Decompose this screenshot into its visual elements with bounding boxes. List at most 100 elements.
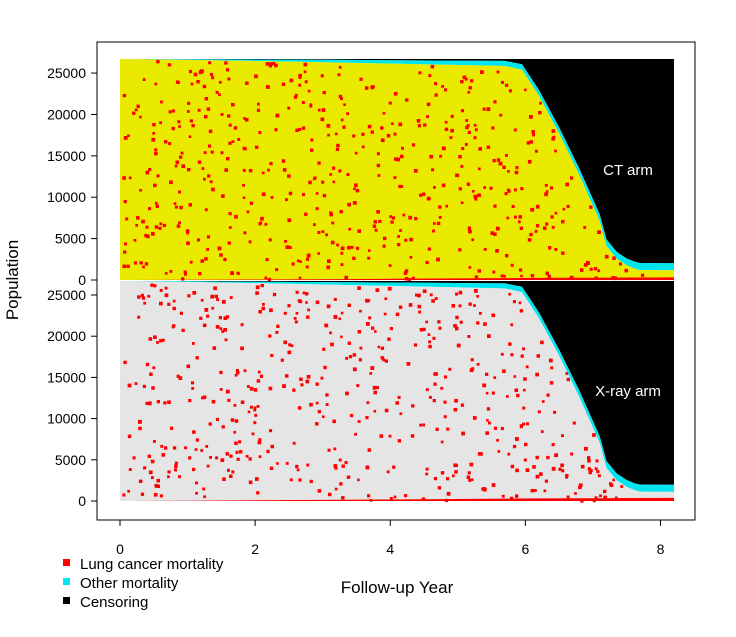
lung-cancer-death-marker <box>467 471 471 475</box>
lung-cancer-death-marker <box>203 495 206 499</box>
lung-cancer-death-marker <box>324 323 328 328</box>
lung-cancer-death-marker <box>256 108 261 112</box>
lung-cancer-death-marker <box>152 123 156 127</box>
lung-cancer-death-marker <box>523 377 527 381</box>
lung-cancer-death-marker <box>219 253 223 257</box>
lung-cancer-death-marker <box>368 316 372 320</box>
lung-cancer-death-marker <box>346 173 350 177</box>
lung-cancer-death-marker <box>468 86 472 90</box>
lung-cancer-death-marker <box>287 350 292 355</box>
lung-cancer-death-marker <box>216 298 219 301</box>
lung-cancer-death-marker <box>352 201 357 205</box>
lung-cancer-death-marker <box>230 271 234 275</box>
legend-swatch-lung-cancer <box>63 559 70 566</box>
lung-cancer-death-marker <box>532 133 535 137</box>
lung-cancer-death-marker <box>125 217 129 221</box>
lung-cancer-death-marker <box>315 422 319 426</box>
lung-cancer-death-marker <box>538 110 542 115</box>
lung-cancer-death-marker <box>249 405 253 409</box>
lung-cancer-death-marker <box>543 226 547 230</box>
lung-cancer-death-marker <box>460 201 464 205</box>
lung-cancer-death-marker <box>472 190 475 193</box>
lung-cancer-death-marker <box>347 245 351 250</box>
lung-cancer-death-marker <box>459 320 463 324</box>
lung-cancer-death-marker <box>480 70 484 74</box>
lung-cancer-death-marker <box>280 358 284 362</box>
lung-cancer-death-marker <box>496 158 501 162</box>
lung-cancer-death-marker <box>501 494 505 498</box>
lung-cancer-death-marker <box>422 289 427 294</box>
lung-cancer-death-marker <box>338 94 343 99</box>
lung-cancer-death-marker <box>305 292 309 296</box>
lung-cancer-death-marker <box>346 112 349 116</box>
lung-cancer-death-marker <box>498 161 503 166</box>
lung-cancer-death-marker <box>595 459 599 463</box>
lung-cancer-death-marker <box>315 401 319 405</box>
lung-cancer-death-marker <box>256 379 261 383</box>
lung-cancer-death-marker <box>240 323 244 327</box>
lung-cancer-death-marker <box>428 74 432 78</box>
lung-cancer-death-marker <box>446 477 450 481</box>
lung-cancer-death-marker <box>522 422 526 426</box>
lung-cancer-death-marker <box>373 220 377 224</box>
lung-cancer-death-marker <box>410 434 415 438</box>
lung-cancer-death-marker <box>603 489 607 494</box>
lung-cancer-death-marker <box>478 147 482 151</box>
lung-cancer-death-marker <box>192 342 195 345</box>
lung-cancer-death-marker <box>566 495 570 499</box>
lung-cancer-death-marker <box>244 147 247 151</box>
lung-cancer-death-marker <box>369 372 373 375</box>
lung-cancer-death-marker <box>347 341 351 345</box>
lung-cancer-death-marker <box>570 176 574 180</box>
legend-swatch-other-mortality <box>63 578 70 585</box>
lung-cancer-death-marker <box>505 254 509 258</box>
lung-cancer-death-marker <box>305 379 310 384</box>
lung-cancer-death-marker <box>221 425 225 429</box>
lung-cancer-death-marker <box>248 240 252 244</box>
lung-cancer-death-marker <box>340 335 343 339</box>
lung-cancer-death-marker <box>138 419 142 424</box>
lung-cancer-death-marker <box>468 302 472 306</box>
lung-cancer-death-marker <box>426 196 431 201</box>
lung-cancer-mortality-area <box>120 497 674 501</box>
lung-cancer-death-marker <box>224 338 228 342</box>
lung-cancer-death-marker <box>357 330 362 334</box>
lung-cancer-death-marker <box>219 388 223 391</box>
lung-cancer-death-marker <box>210 294 215 299</box>
lung-cancer-death-marker <box>384 408 389 413</box>
lung-cancer-death-marker <box>179 311 183 315</box>
lung-cancer-death-marker <box>122 493 126 497</box>
lung-cancer-death-marker <box>268 64 272 68</box>
lung-cancer-death-marker <box>395 401 399 405</box>
lung-cancer-death-marker <box>296 468 300 472</box>
lung-cancer-death-marker <box>201 167 205 170</box>
lung-cancer-death-marker <box>550 215 554 219</box>
lung-cancer-death-marker <box>211 399 216 404</box>
lung-cancer-death-marker <box>197 160 202 164</box>
y-tick-label: 10000 <box>47 189 86 205</box>
ct-arm-label: CT arm <box>603 162 653 179</box>
lung-cancer-death-marker <box>411 276 415 280</box>
lung-cancer-death-marker <box>394 157 398 161</box>
lung-cancer-death-marker <box>466 124 470 128</box>
lung-cancer-death-marker <box>361 132 365 136</box>
lung-cancer-death-marker <box>375 288 380 292</box>
lung-cancer-death-marker <box>545 271 549 276</box>
lung-cancer-death-marker <box>285 374 289 378</box>
lung-cancer-death-marker <box>254 413 258 417</box>
lung-cancer-death-marker <box>195 356 199 360</box>
lung-cancer-death-marker <box>163 446 168 450</box>
lung-cancer-death-marker <box>257 370 261 374</box>
lung-cancer-death-marker <box>535 372 539 377</box>
lung-cancer-death-marker <box>200 298 204 302</box>
lung-cancer-death-marker <box>592 433 596 437</box>
lung-cancer-death-marker <box>514 188 517 192</box>
lung-cancer-death-marker <box>195 438 199 442</box>
lung-cancer-death-marker <box>321 230 325 233</box>
lung-cancer-death-marker <box>549 381 554 385</box>
lung-cancer-death-marker <box>317 161 321 165</box>
lung-cancer-death-marker <box>219 370 223 375</box>
lung-cancer-death-marker <box>425 388 429 392</box>
lung-cancer-death-marker <box>259 374 264 378</box>
lung-cancer-death-marker <box>302 291 306 295</box>
